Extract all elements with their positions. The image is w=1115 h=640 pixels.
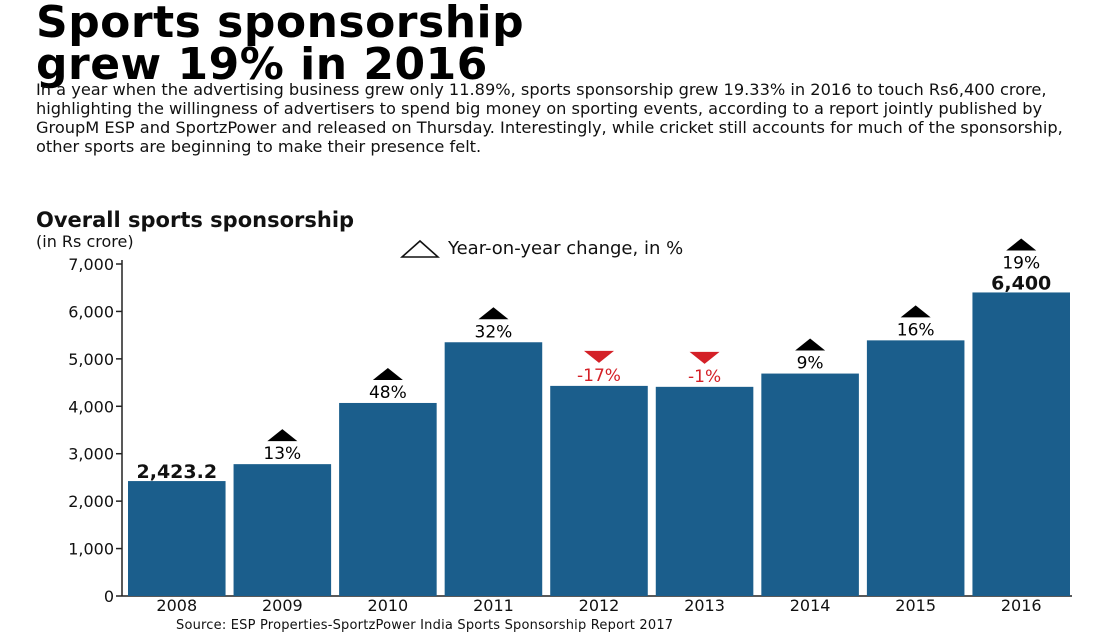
yoy-change-label: 19% xyxy=(1002,253,1040,273)
yoy-change-label: 16% xyxy=(897,320,935,340)
yoy-change-label: 48% xyxy=(369,383,407,403)
triangle-up-icon xyxy=(267,429,298,442)
y-tick-label: 6,000 xyxy=(68,302,114,321)
bar xyxy=(655,386,754,596)
triangle-up-icon xyxy=(372,367,403,380)
x-tick-label: 2010 xyxy=(368,596,409,615)
x-tick-label: 2015 xyxy=(895,596,936,615)
x-tick-label: 2016 xyxy=(1001,596,1042,615)
legend-label: Year-on-year change, in % xyxy=(448,238,684,259)
triangle-up-outline-icon xyxy=(400,239,440,258)
bar xyxy=(761,373,859,596)
y-tick-label: 7,000 xyxy=(68,255,114,274)
yoy-change-label: 32% xyxy=(475,322,513,342)
bar xyxy=(233,464,332,596)
y-tick-label: 1,000 xyxy=(68,540,114,559)
y-tick-label: 4,000 xyxy=(68,397,114,416)
bar xyxy=(339,402,437,596)
yoy-change-label: -1% xyxy=(688,367,721,387)
intro-paragraph: In a year when the advertising business … xyxy=(36,80,1063,156)
chart-title: Overall sports sponsorship xyxy=(36,208,355,232)
bar xyxy=(550,385,648,596)
chart-subtitle: (in Rs crore) xyxy=(36,232,134,251)
y-tick-label: 3,000 xyxy=(68,445,114,464)
source-note: Source: ESP Properties-SportzPower India… xyxy=(176,618,674,633)
bar xyxy=(128,481,226,596)
triangle-up-icon xyxy=(478,307,509,320)
data-value-label: 6,400 xyxy=(991,272,1051,294)
x-tick-label: 2014 xyxy=(790,596,831,615)
headline-line-1: Sports sponsorship xyxy=(36,0,525,48)
x-tick-label: 2013 xyxy=(684,596,725,615)
data-value-label: 2,423.2 xyxy=(137,461,218,483)
x-tick-label: 2009 xyxy=(262,596,303,615)
bar xyxy=(444,342,543,596)
yoy-change-label: 13% xyxy=(263,444,301,464)
y-tick-label: 5,000 xyxy=(68,350,114,369)
chart-legend: Year-on-year change, in % xyxy=(400,238,683,259)
yoy-change-label: 9% xyxy=(797,354,824,374)
x-tick-label: 2012 xyxy=(579,596,620,615)
x-tick-label: 2008 xyxy=(156,596,197,615)
bar xyxy=(866,340,965,596)
triangle-up-icon xyxy=(1006,238,1037,251)
triangle-down-icon xyxy=(584,350,614,363)
y-tick-label: 2,000 xyxy=(68,492,114,511)
bar xyxy=(972,292,1070,596)
yoy-change-label: -17% xyxy=(577,366,621,386)
headline: Sports sponsorship grew 19% in 2016 xyxy=(36,0,525,87)
triangle-up-icon xyxy=(795,338,826,351)
headline-line-2: grew 19% in 2016 xyxy=(36,39,488,90)
triangle-down-icon xyxy=(689,351,720,364)
triangle-up-icon xyxy=(900,305,931,318)
y-tick-label: 0 xyxy=(104,587,114,606)
x-tick-label: 2011 xyxy=(473,596,514,615)
